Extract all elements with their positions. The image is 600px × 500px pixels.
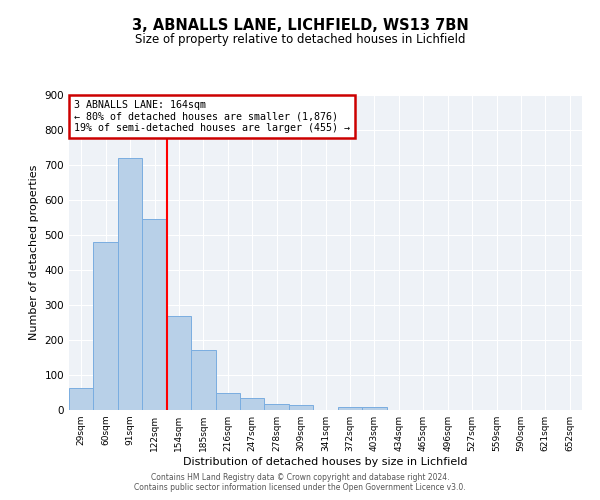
Text: 3 ABNALLS LANE: 164sqm
← 80% of detached houses are smaller (1,876)
19% of semi-: 3 ABNALLS LANE: 164sqm ← 80% of detached…: [74, 100, 350, 133]
Bar: [118, 158, 142, 410]
Bar: [362, 407, 386, 410]
Bar: [69, 388, 94, 410]
Text: 3, ABNALLS LANE, LICHFIELD, WS13 7BN: 3, ABNALLS LANE, LICHFIELD, WS13 7BN: [131, 18, 469, 32]
Text: Contains public sector information licensed under the Open Government Licence v3: Contains public sector information licen…: [134, 484, 466, 492]
Bar: [191, 350, 215, 410]
Text: Contains HM Land Registry data © Crown copyright and database right 2024.: Contains HM Land Registry data © Crown c…: [151, 472, 449, 482]
Bar: [167, 316, 191, 410]
Bar: [215, 393, 240, 410]
Bar: [94, 242, 118, 410]
Bar: [338, 407, 362, 410]
Y-axis label: Number of detached properties: Number of detached properties: [29, 165, 39, 340]
Text: Size of property relative to detached houses in Lichfield: Size of property relative to detached ho…: [135, 32, 465, 46]
Bar: [240, 398, 265, 410]
Bar: [265, 404, 289, 410]
X-axis label: Distribution of detached houses by size in Lichfield: Distribution of detached houses by size …: [183, 457, 468, 467]
Bar: [142, 219, 167, 410]
Bar: [289, 406, 313, 410]
